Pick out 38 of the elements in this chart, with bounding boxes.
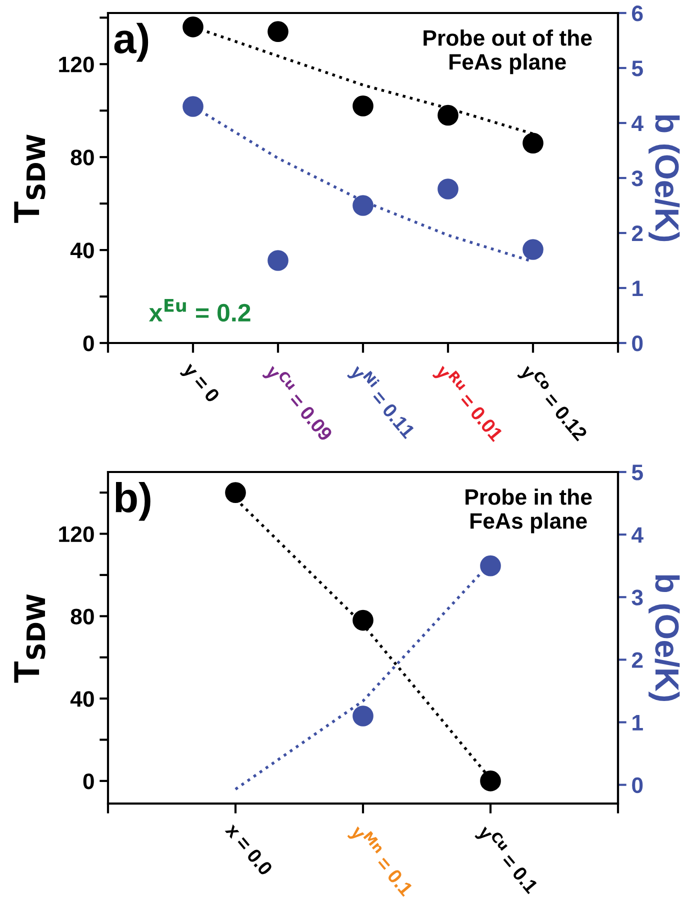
y2-axis-title: b (Oe/K) <box>648 115 680 242</box>
y-tick-label: 40 <box>70 691 94 707</box>
x-tick-label: y$^{Cu}$ = 0.09 <box>262 361 336 444</box>
x-tick-label: y$^{Ru}$ = 0.01 <box>432 361 507 445</box>
annotation: Probe in the FeAs plane <box>466 488 592 534</box>
y2-tick-label: 3 <box>632 170 643 186</box>
y2-tick-label: 2 <box>632 652 643 668</box>
y2-tick-label: 0 <box>632 336 643 352</box>
y2-axis-title: b (Oe/K) <box>648 575 680 701</box>
x-tick-label: y = 0 <box>179 362 220 406</box>
y-tick-label: 120 <box>59 526 94 542</box>
annotation: a) <box>114 22 148 62</box>
x-tick-label: y$^{Mn}$ = 0.1 <box>346 822 417 900</box>
x-tick-label: y$^{Co}$ = 0.12 <box>516 361 591 444</box>
y-tick-label: 40 <box>70 242 94 258</box>
y-tick-label: 80 <box>70 608 94 624</box>
y2-tick-label: 2 <box>632 226 643 242</box>
y2-tick-label: 5 <box>632 60 643 76</box>
annotation: b) <box>116 482 150 521</box>
y-tick-label: 0 <box>83 336 94 352</box>
y2-tick-label: 1 <box>632 715 643 730</box>
y-tick-label: 80 <box>70 150 94 166</box>
x-tick-label: y$^{Ni}$ = 0.11 <box>346 361 419 442</box>
y-axis-title: T$_{SDW}$ <box>14 594 46 683</box>
y-axis-title: T$_{SDW}$ <box>14 134 46 223</box>
x-tick-label: y$^{Cu}$ = 0.1 <box>474 822 542 897</box>
y2-tick-label: 3 <box>632 590 643 606</box>
y2-tick-label: 6 <box>632 6 643 22</box>
x-tick-label: x = 0.0 <box>224 822 274 876</box>
annotation: Probe out of the FeAs plane <box>424 30 592 74</box>
y2-tick-label: 5 <box>632 464 643 480</box>
y2-tick-label: 4 <box>632 116 644 132</box>
annotation: x$^{Eu}$ = 0.2 <box>148 299 250 322</box>
y2-tick-label: 4 <box>632 527 644 543</box>
y2-tick-label: 0 <box>632 777 643 794</box>
y2-tick-label: 1 <box>632 280 643 296</box>
y-tick-label: 0 <box>83 773 94 790</box>
y-tick-label: 120 <box>59 56 94 72</box>
